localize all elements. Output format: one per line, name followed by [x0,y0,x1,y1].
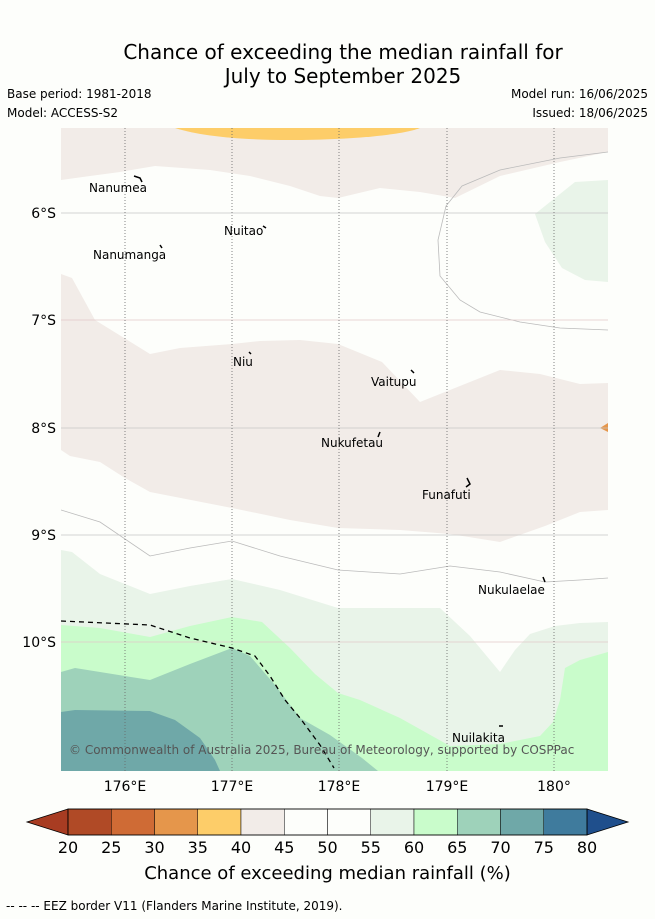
colorbar-cell [327,808,371,836]
map-title: Chance of exceeding the median rainfall … [0,40,655,88]
lat-label-10s: 10°S [22,635,56,651]
colorbar-low-extension [25,808,69,836]
contour-35-40-right [600,423,608,432]
eez-border [61,620,335,769]
colorbar-label: Chance of exceeding median rainfall (%) [144,863,511,884]
contour-line-upper [437,151,608,331]
contour-40-45-top [61,128,608,198]
lat-label-8s: 8°S [31,421,56,437]
colorbar-cell [284,808,328,836]
colorbar-cell [457,808,501,836]
colorbar-cell [67,808,112,836]
longitude-gridlines [124,128,555,771]
lon-label-177e: 177°E [211,779,254,795]
colorbar-tick-label: 30 [144,838,164,857]
island-label-nuilakita: Nuilakita [452,731,505,745]
contour-55-60-topright [535,180,608,282]
colorbar-tick-label: 35 [188,838,208,857]
contour-40-45-central [61,274,608,542]
colorbar-cell [154,808,198,836]
island-label-nukulaelae: Nukulaelae [478,583,545,597]
colorbar-tick-label: 60 [404,838,424,857]
colorbar-cell [111,808,155,836]
colorbar-tick-label: 75 [534,838,554,857]
eez-legend-note: -- -- -- EEZ border V11 (Flanders Marine… [6,899,343,913]
island-label-nuitao: Nuitao [224,224,263,238]
colorbar-high-extension [586,808,630,836]
latitude-labels: 6°S 7°S 8°S 9°S 10°S [22,206,56,651]
lon-label-178e: 178°E [318,779,361,795]
colorbar-tick-label: 70 [490,838,510,857]
lon-label-176e: 176°E [104,779,147,795]
island-shapes [133,175,546,727]
model-name: Model: ACCESS-S2 [7,106,119,120]
colorbar-cell [197,808,242,836]
title-line-1: Chance of exceeding the median rainfall … [123,40,563,64]
lon-label-180: 180° [537,779,571,795]
colorbar-tick-label: 40 [231,838,251,857]
contour-35-40-top [175,128,420,140]
contour-70-75 [61,710,220,771]
latitude-gridlines [61,212,608,643]
island-labels: Nanumea Nuitao Nanumanga Niu Vaitupu Nuk… [89,181,545,745]
issued-date: Issued: 18/06/2025 [532,106,648,120]
colorbar-tick-label: 55 [361,838,381,857]
colorbar-cell [370,808,415,836]
lon-label-179e: 179°E [426,779,469,795]
lat-label-7s: 7°S [31,313,56,329]
title-line-2: July to September 2025 [224,64,462,88]
lat-label-9s: 9°S [31,528,56,544]
colorbar-tick-label: 25 [101,838,121,857]
longitude-labels: 176°E 177°E 178°E 179°E 180° [104,779,571,795]
copyright-notice: © Commonwealth of Australia 2025, Bureau… [69,743,574,757]
map-plot-area: Nanumea Nuitao Nanumanga Niu Vaitupu Nuk… [61,128,608,771]
base-period: Base period: 1981-2018 [7,87,152,101]
colorbar-cell [543,808,588,836]
island-label-nanumea: Nanumea [89,181,147,195]
colorbar-tick-label: 20 [58,838,78,857]
model-run: Model run: 16/06/2025 [510,87,648,101]
colorbar: 20 25 30 35 40 45 50 55 60 65 70 75 80 [25,808,630,857]
colorbar-tick-label: 80 [577,838,597,857]
lat-label-6s: 6°S [31,206,56,222]
colorbar-cell [240,808,285,836]
colorbar-cell [413,808,458,836]
colorbar-cell [500,808,544,836]
island-label-nukufetau: Nukufetau [321,436,383,450]
colorbar-tick-label: 45 [274,838,294,857]
island-label-niu: Niu [233,355,253,369]
colorbar-frame [67,808,588,836]
island-label-nanumanga: Nanumanga [93,248,166,262]
colorbar-tick-label: 65 [447,838,467,857]
island-label-funafuti: Funafuti [422,488,471,502]
colorbar-tick-label: 50 [317,838,337,857]
island-label-vaitupu: Vaitupu [371,375,417,389]
